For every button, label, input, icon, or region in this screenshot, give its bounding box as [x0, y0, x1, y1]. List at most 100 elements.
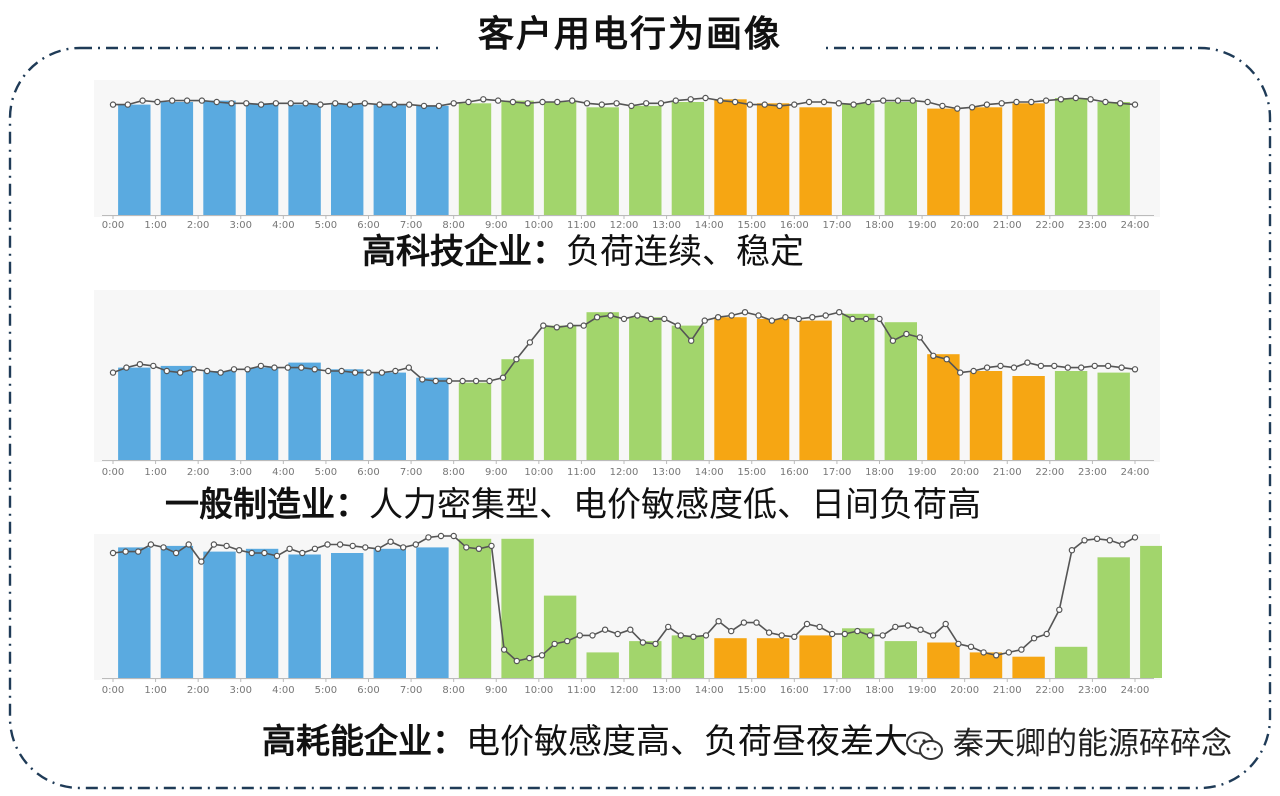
- load-point: [271, 364, 278, 371]
- load-point: [614, 630, 621, 638]
- x-tick-label: 9:00: [485, 220, 507, 230]
- load-bar: [671, 635, 705, 678]
- x-tick-label: 7:00: [400, 467, 422, 478]
- load-point: [1131, 101, 1139, 108]
- load-bar: [1097, 372, 1130, 460]
- load-point: [317, 101, 324, 108]
- load-point: [540, 322, 547, 329]
- x-tick-label: 0:00: [102, 220, 124, 230]
- load-point: [1091, 362, 1098, 370]
- load-point: [776, 102, 783, 110]
- energy-intensive-caption-body: 电价敏感度高、负荷昼夜差大: [466, 722, 908, 762]
- x-tick-label: 22:00: [1035, 220, 1064, 230]
- tech-caption-head: 高科技企业: [362, 232, 532, 272]
- load-point: [967, 643, 975, 651]
- x-tick-label: 8:00: [442, 220, 464, 230]
- load-bar: [1012, 656, 1045, 678]
- load-point: [1078, 364, 1085, 371]
- load-point: [513, 355, 520, 363]
- load-point: [446, 377, 453, 385]
- load-point: [601, 626, 609, 633]
- load-bar: [458, 538, 492, 678]
- load-point: [198, 97, 206, 104]
- x-tick-label: 12:00: [610, 685, 639, 696]
- load-point: [463, 544, 470, 551]
- load-point: [554, 98, 561, 106]
- x-tick-label: 11:00: [567, 220, 596, 230]
- load-point: [286, 545, 293, 552]
- load-point: [795, 315, 803, 323]
- load-point: [486, 377, 493, 385]
- load-point: [432, 377, 439, 385]
- load-point: [880, 97, 887, 104]
- load-point: [198, 558, 205, 565]
- load-point: [500, 646, 508, 653]
- load-point: [235, 547, 243, 554]
- load-point: [634, 312, 641, 319]
- x-tick-label: 9:00: [485, 467, 507, 478]
- load-point: [1087, 96, 1094, 103]
- load-point: [217, 369, 224, 376]
- load-point: [930, 352, 937, 360]
- load-point: [805, 98, 813, 106]
- load-point: [661, 315, 668, 323]
- load-bar: [1054, 98, 1088, 215]
- watermark: 秦天卿的能源碎碎念: [905, 718, 1232, 763]
- load-point: [1131, 534, 1139, 541]
- load-point: [809, 314, 816, 321]
- x-tick-label: 8:00: [442, 685, 464, 696]
- x-tick-label: 13:00: [652, 467, 681, 478]
- load-point: [524, 100, 531, 107]
- load-point: [405, 364, 412, 371]
- load-point: [674, 322, 682, 329]
- load-point: [627, 626, 634, 633]
- x-tick-label: 20:00: [950, 685, 979, 696]
- load-bar: [501, 359, 534, 460]
- load-point: [349, 542, 356, 550]
- x-tick-label: 19:00: [908, 685, 937, 696]
- tech-caption-body: 负荷连续、稳定: [566, 232, 804, 272]
- load-point: [298, 364, 305, 371]
- x-tick-label: 18:00: [865, 467, 894, 478]
- load-point: [876, 315, 883, 323]
- load-point: [513, 657, 520, 665]
- x-tick-label: 6:00: [357, 467, 379, 478]
- load-point: [203, 367, 211, 375]
- load-point: [889, 337, 897, 344]
- load-point: [244, 366, 251, 373]
- load-point: [160, 544, 167, 551]
- x-tick-label: 14:00: [695, 220, 724, 230]
- load-point: [172, 549, 180, 557]
- x-tick-label: 14:00: [695, 685, 724, 696]
- load-point: [1042, 97, 1050, 104]
- load-bar: [501, 538, 534, 678]
- x-tick-label: 4:00: [272, 467, 294, 478]
- load-point: [284, 364, 291, 371]
- load-bar: [331, 553, 364, 678]
- load-point: [1131, 366, 1139, 373]
- load-point: [728, 312, 735, 319]
- tech-caption-colon: ：: [532, 232, 566, 272]
- energy-intensive-caption-head: 高耗能企业: [262, 722, 432, 762]
- load-point: [761, 101, 768, 108]
- load-point: [613, 100, 620, 107]
- energy-intensive-load-chart: 0:00 1:00 2:00 3:00 4:00 5:00 6:00 7:00 8:00 9:00…: [94, 532, 1162, 696]
- load-point: [782, 314, 789, 321]
- load-point: [190, 366, 197, 373]
- load-bar: [245, 367, 279, 460]
- load-point: [539, 98, 546, 106]
- load-point: [551, 640, 558, 648]
- x-tick-label: 11:00: [567, 685, 596, 696]
- x-tick-label: 14:00: [695, 467, 724, 478]
- load-point: [942, 620, 949, 628]
- load-point: [714, 314, 722, 321]
- x-tick-label: 15:00: [737, 220, 766, 230]
- load-bar: [1097, 102, 1130, 215]
- x-tick-label: 1:00: [144, 685, 166, 696]
- x-tick-label: 3:00: [230, 685, 252, 696]
- load-point: [223, 542, 230, 550]
- load-bar: [842, 103, 875, 215]
- load-point: [879, 632, 886, 639]
- load-bar: [1097, 557, 1130, 678]
- x-tick-label: 17:00: [823, 685, 852, 696]
